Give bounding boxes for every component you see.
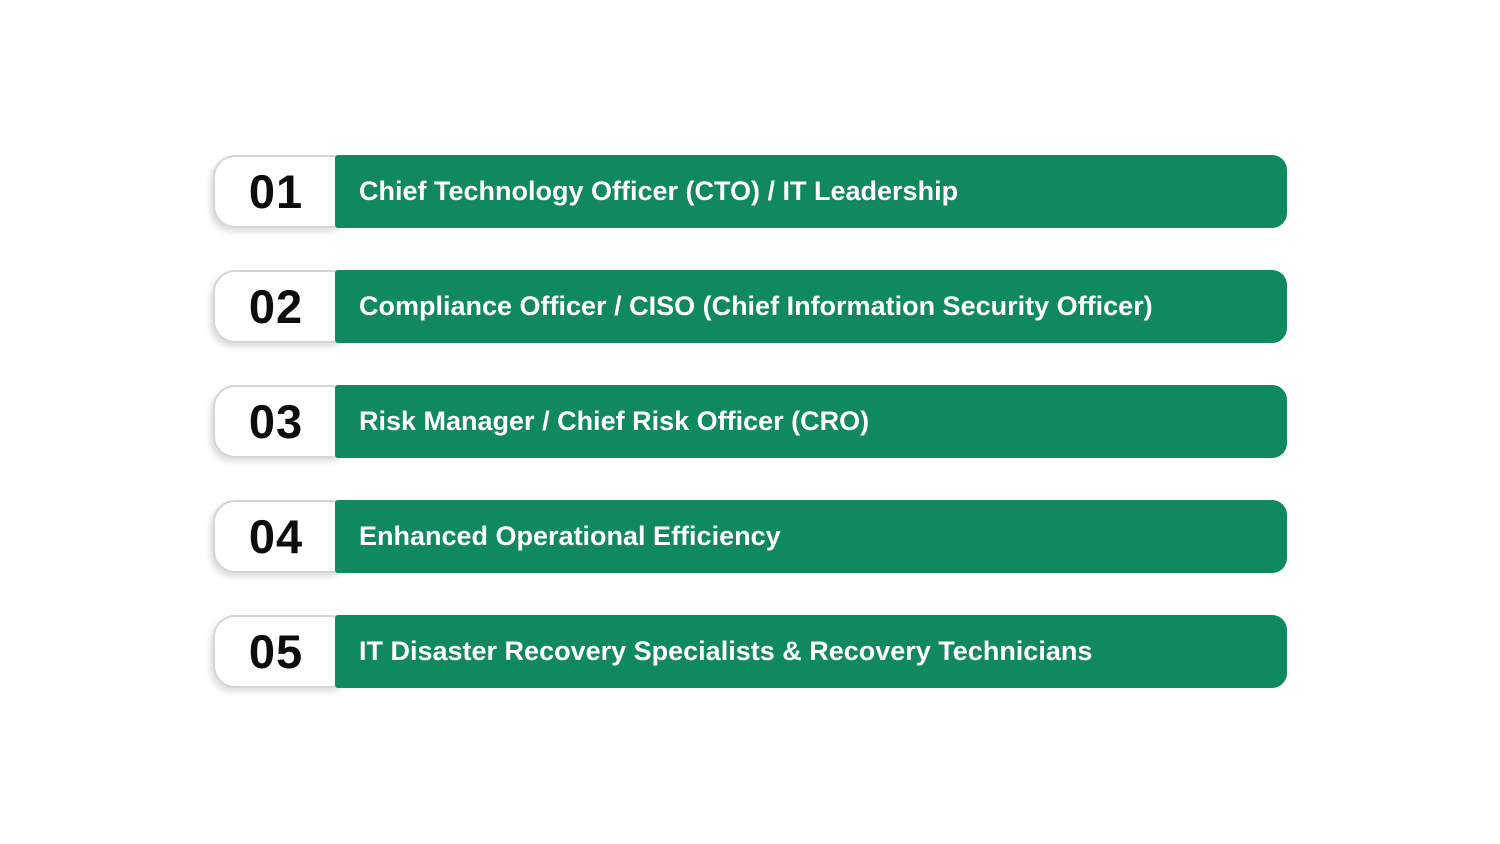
item-number-badge: 04 <box>213 500 353 573</box>
list-item: 04 Enhanced Operational Efficiency <box>213 500 1287 573</box>
list-item: 05 IT Disaster Recovery Specialists & Re… <box>213 615 1287 688</box>
list-item: 03 Risk Manager / Chief Risk Officer (CR… <box>213 385 1287 458</box>
item-label-bar: Chief Technology Officer (CTO) / IT Lead… <box>335 155 1287 228</box>
item-label-bar: Compliance Officer / CISO (Chief Informa… <box>335 270 1287 343</box>
item-label: IT Disaster Recovery Specialists & Recov… <box>359 635 1093 666</box>
item-label: Enhanced Operational Efficiency <box>359 520 781 551</box>
item-number: 02 <box>248 280 304 333</box>
item-number: 03 <box>248 395 304 448</box>
list-item: 02 Compliance Officer / CISO (Chief Info… <box>213 270 1287 343</box>
item-number-badge: 05 <box>213 615 353 688</box>
item-number: 01 <box>248 165 304 218</box>
item-number-badge: 01 <box>213 155 353 228</box>
item-label: Chief Technology Officer (CTO) / IT Lead… <box>359 175 959 206</box>
item-number-badge: 03 <box>213 385 353 458</box>
item-number: 05 <box>248 625 304 678</box>
item-label: Risk Manager / Chief Risk Officer (CRO) <box>359 405 870 436</box>
item-label: Compliance Officer / CISO (Chief Informa… <box>359 290 1153 321</box>
item-number-badge: 02 <box>213 270 353 343</box>
numbered-role-list: 01 Chief Technology Officer (CTO) / IT L… <box>213 155 1287 688</box>
item-number: 04 <box>248 510 304 563</box>
list-item: 01 Chief Technology Officer (CTO) / IT L… <box>213 155 1287 228</box>
item-label-bar: IT Disaster Recovery Specialists & Recov… <box>335 615 1287 688</box>
item-label-bar: Enhanced Operational Efficiency <box>335 500 1287 573</box>
item-label-bar: Risk Manager / Chief Risk Officer (CRO) <box>335 385 1287 458</box>
